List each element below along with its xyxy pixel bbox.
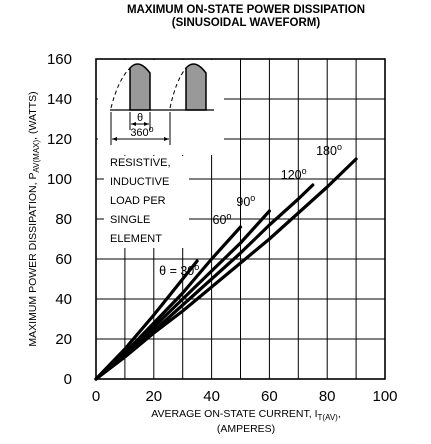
- x-tick-label: 40: [203, 388, 220, 405]
- y-tick-label: 80: [55, 211, 72, 228]
- chart-title: MAXIMUM ON-STATE POWER DISSIPATION: [127, 4, 365, 16]
- theta-label: θ: [137, 112, 143, 124]
- curve-5: [94, 157, 358, 381]
- annotation-box: [104, 156, 189, 248]
- x-tick-label: 80: [319, 388, 336, 405]
- annotation-line-3: LOAD PER: [110, 195, 166, 207]
- y-axis-tick-labels: 0 20 40 60 80 100 120 140 160: [47, 51, 72, 388]
- curve-1: [94, 259, 199, 381]
- x-tick-label: 0: [92, 388, 100, 405]
- x-axis-unit: (AMPERES): [217, 423, 275, 435]
- x-axis-tick-labels: 0 20 40 60 80 100: [92, 388, 398, 405]
- x-axis-label: AVERAGE ON-STATE CURRENT, IT(AV),: [151, 408, 341, 422]
- annotation-line-2: INDUCTIVE: [110, 176, 169, 188]
- curve-label-2: 60o: [213, 211, 232, 227]
- x-tick-label: 20: [145, 388, 162, 405]
- y-tick-label: 120: [47, 131, 72, 148]
- sinusoidal-waveform-inset: θ 360o: [110, 63, 214, 145]
- theta-arrow-head-left: [131, 122, 136, 126]
- half-wave-1: [129, 63, 151, 111]
- annotation-line-5: ELEMENT: [110, 233, 162, 245]
- chart-subtitle: (SINUSOIDAL WAVEFORM): [172, 17, 321, 29]
- annotation-line-1: RESISTIVE,: [110, 157, 171, 169]
- theta-arrow-head-right: [144, 122, 149, 126]
- annotation-line-4: SINGLE: [110, 214, 150, 226]
- curve-label-5: 180o: [316, 142, 342, 158]
- x-tick-label: 100: [372, 388, 397, 405]
- half-wave-2: [185, 63, 207, 111]
- y-axis-label: MAXIMUM POWER DISSIPATION, PAV(MAX), (WA…: [27, 91, 41, 346]
- y-tick-label: 100: [47, 171, 72, 188]
- load-annotation: RESISTIVE, INDUCTIVE LOAD PER SINGLE ELE…: [110, 157, 171, 245]
- y-tick-label: 60: [55, 251, 72, 268]
- x-tick-label: 60: [261, 388, 278, 405]
- y-tick-label: 140: [47, 91, 72, 108]
- plot-frame: [95, 58, 386, 380]
- curve-label-4: 120o: [281, 166, 307, 182]
- period-arrow-head-right: [164, 137, 169, 141]
- y-tick-label: 40: [55, 291, 72, 308]
- y-tick-label: 20: [55, 331, 72, 348]
- curves: [94, 157, 358, 381]
- curve-label-3: 90o: [236, 193, 255, 209]
- y-tick-label: 0: [64, 371, 72, 388]
- y-tick-label: 160: [47, 51, 72, 68]
- period-label: 360o: [130, 124, 153, 139]
- curve-label-1: θ = 30o: [159, 262, 199, 278]
- period-arrow-head-left: [112, 137, 117, 141]
